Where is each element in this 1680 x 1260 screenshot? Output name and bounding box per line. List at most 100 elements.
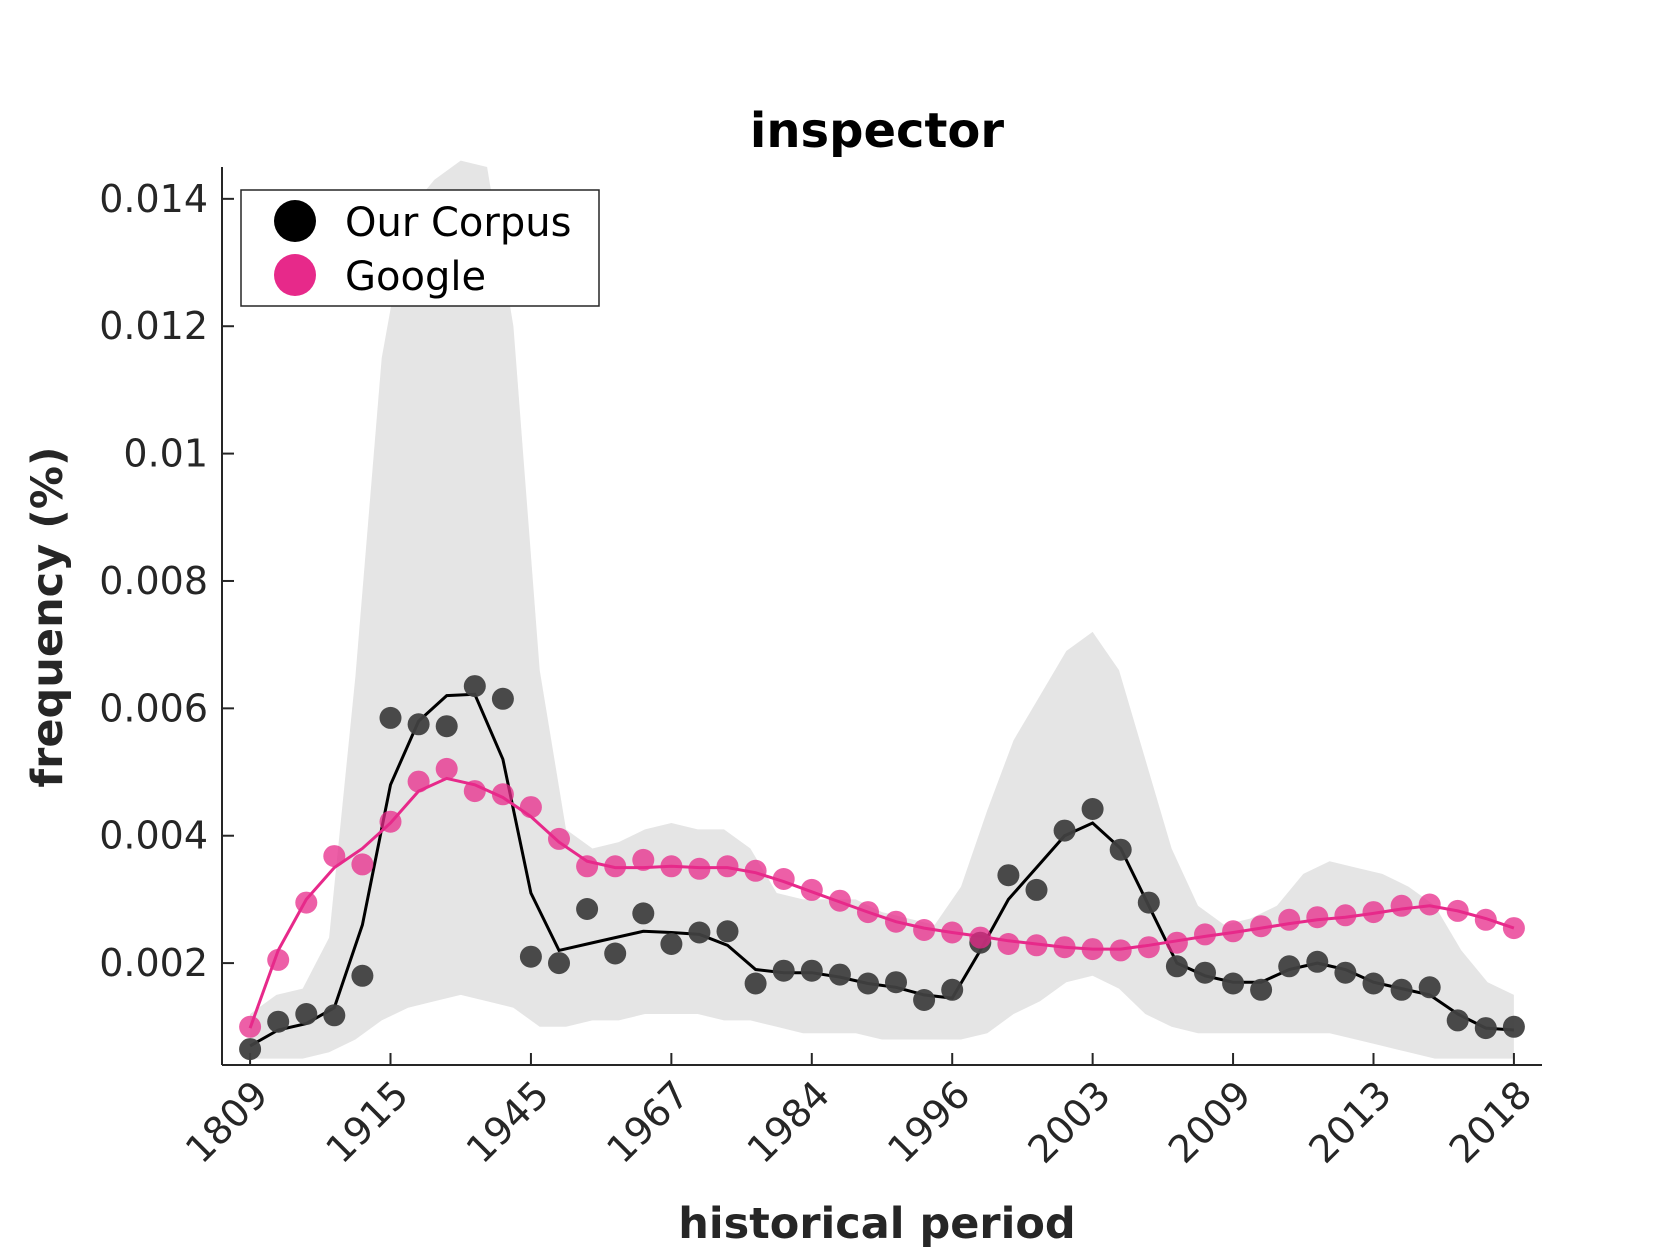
legend-marker-google [274, 254, 316, 296]
data-point-google [1390, 894, 1413, 917]
data-point-google [857, 901, 879, 924]
y-tick-label: 0.004 [99, 814, 208, 858]
data-point-google [632, 848, 655, 871]
y-tick-label: 0.014 [99, 177, 208, 221]
data-point-google [1474, 908, 1497, 931]
x-tick-label: 2018 [1441, 1072, 1541, 1172]
data-point-google [744, 859, 767, 882]
data-point-google [491, 783, 514, 806]
data-point-google [1334, 904, 1357, 927]
data-point-our-corpus [604, 942, 627, 965]
x-tick-label: 1984 [739, 1072, 839, 1172]
data-point-our-corpus [1390, 978, 1413, 1001]
data-point-google [1222, 920, 1245, 943]
x-tick-label: 1967 [598, 1072, 698, 1172]
data-point-google [1053, 936, 1076, 959]
data-point-our-corpus [1222, 972, 1245, 995]
data-point-our-corpus [463, 675, 486, 698]
legend-marker-our-corpus [274, 200, 316, 242]
data-point-google [1109, 939, 1132, 962]
data-point-our-corpus [688, 921, 711, 944]
data-point-google [1278, 908, 1301, 931]
data-point-google [323, 845, 346, 868]
x-tick-label: 2013 [1300, 1072, 1400, 1172]
data-point-our-corpus [1053, 819, 1076, 842]
data-point-our-corpus [1278, 955, 1301, 978]
data-point-google [1502, 917, 1525, 940]
y-tick-label: 0.002 [99, 941, 208, 985]
data-point-google [913, 919, 936, 941]
data-point-our-corpus [1474, 1017, 1497, 1040]
data-point-our-corpus [744, 972, 767, 995]
data-point-google [772, 868, 795, 890]
series-layer [239, 675, 1525, 1061]
data-point-google [969, 926, 992, 949]
data-point-our-corpus [941, 978, 964, 1001]
data-point-our-corpus [1081, 798, 1104, 820]
x-tick-label: 1945 [458, 1072, 558, 1172]
data-point-our-corpus [576, 898, 599, 920]
data-point-our-corpus [407, 713, 430, 736]
y-tick-label: 0.006 [99, 686, 208, 730]
data-point-our-corpus [1137, 891, 1160, 914]
data-point-our-corpus [239, 1038, 262, 1061]
data-point-google [1025, 934, 1048, 957]
data-point-our-corpus [435, 715, 458, 738]
data-point-google [997, 933, 1020, 955]
x-tick-label: 1915 [317, 1072, 417, 1172]
data-point-our-corpus [660, 933, 683, 955]
data-point-our-corpus [857, 972, 879, 995]
data-point-our-corpus [828, 963, 851, 986]
series-line-google [248, 776, 1515, 1029]
data-point-google [1446, 899, 1469, 922]
data-point-google [379, 810, 402, 833]
data-point-google [407, 770, 430, 793]
data-point-google [885, 910, 907, 933]
x-ticks: 1809 1915 1945 1967 1984 1996 2003 2009 2013 2018 [177, 1053, 1540, 1172]
data-point-our-corpus [295, 1003, 318, 1025]
x-tick-label: 1809 [177, 1072, 277, 1172]
y-axis-label: frequency (%) [23, 446, 73, 787]
data-point-google [660, 855, 683, 878]
data-point-google [548, 827, 570, 850]
data-point-our-corpus [1502, 1015, 1525, 1038]
data-point-our-corpus [491, 687, 514, 710]
data-point-google [941, 921, 964, 944]
data-point-google [604, 855, 627, 878]
data-point-our-corpus [800, 959, 823, 982]
data-point-our-corpus [351, 964, 374, 987]
data-point-our-corpus [519, 945, 542, 968]
data-point-google [828, 889, 851, 912]
data-point-google [1137, 936, 1160, 959]
data-point-our-corpus [1109, 838, 1132, 861]
data-point-our-corpus [548, 952, 570, 975]
data-point-our-corpus [379, 706, 402, 729]
data-point-google [295, 891, 318, 914]
legend-label-google: Google [345, 254, 486, 300]
data-point-google [351, 853, 374, 876]
data-point-our-corpus [1250, 978, 1273, 1001]
x-axis-label: historical period [678, 1199, 1075, 1249]
y-tick-label: 0.01 [123, 432, 208, 476]
x-tick-label: 2009 [1160, 1072, 1260, 1172]
series-line-our-corpus [249, 692, 1515, 1048]
data-point-our-corpus [913, 989, 936, 1011]
data-point-our-corpus [1362, 972, 1385, 995]
y-tick-label: 0.012 [99, 304, 208, 348]
data-point-our-corpus [772, 959, 795, 982]
axes [221, 167, 1542, 1066]
data-point-google [1418, 893, 1441, 916]
legend-label-our-corpus: Our Corpus [345, 200, 571, 246]
data-point-google [1081, 938, 1104, 961]
data-point-google [1165, 931, 1188, 954]
data-point-our-corpus [1025, 878, 1048, 901]
x-tick-label: 2003 [1019, 1072, 1119, 1172]
data-point-google [800, 878, 823, 901]
data-point-our-corpus [885, 971, 907, 994]
data-point-google [267, 948, 290, 971]
y-tick-label: 0.008 [99, 559, 208, 603]
legend: Our Corpus Google [240, 189, 600, 307]
x-tick-label: 1996 [879, 1072, 979, 1172]
data-point-google [463, 780, 486, 803]
